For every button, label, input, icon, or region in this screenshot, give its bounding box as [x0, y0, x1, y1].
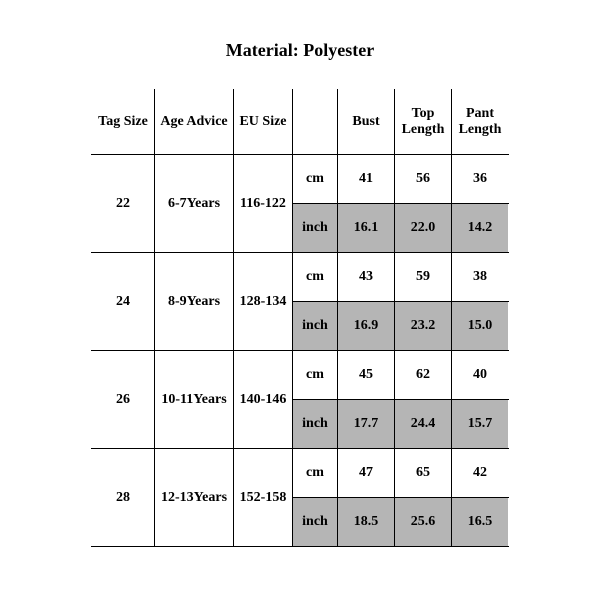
- cell-age: 10-11Years: [155, 351, 234, 449]
- cell-pant-cm: 38: [452, 253, 509, 302]
- cell-pant-inch: 15.7: [452, 400, 509, 449]
- cell-top-cm: 59: [395, 253, 452, 302]
- cell-top-inch: 25.6: [395, 498, 452, 547]
- cell-unit-inch: inch: [293, 204, 338, 253]
- cell-top-cm: 62: [395, 351, 452, 400]
- table-row: 28 12-13Years 152-158 cm 47 65 42: [92, 449, 509, 498]
- cell-age: 6-7Years: [155, 155, 234, 253]
- page-title: Material: Polyester: [0, 40, 600, 61]
- cell-eu: 128-134: [234, 253, 293, 351]
- cell-bust-cm: 47: [338, 449, 395, 498]
- cell-pant-inch: 14.2: [452, 204, 509, 253]
- cell-pant-cm: 40: [452, 351, 509, 400]
- cell-tag: 22: [92, 155, 155, 253]
- cell-unit-inch: inch: [293, 400, 338, 449]
- cell-unit-cm: cm: [293, 351, 338, 400]
- cell-pant-cm: 42: [452, 449, 509, 498]
- col-bust: Bust: [338, 90, 395, 155]
- cell-unit-inch: inch: [293, 498, 338, 547]
- col-age-advice: Age Advice: [155, 90, 234, 155]
- table-header-row: Tag Size Age Advice EU Size Bust Top Len…: [92, 90, 509, 155]
- table-row: 26 10-11Years 140-146 cm 45 62 40: [92, 351, 509, 400]
- cell-bust-inch: 16.9: [338, 302, 395, 351]
- cell-tag: 24: [92, 253, 155, 351]
- col-eu-size: EU Size: [234, 90, 293, 155]
- cell-unit-cm: cm: [293, 253, 338, 302]
- table-row: 24 8-9Years 128-134 cm 43 59 38: [92, 253, 509, 302]
- table-body: 22 6-7Years 116-122 cm 41 56 36 inch 16.…: [92, 155, 509, 547]
- cell-pant-inch: 15.0: [452, 302, 509, 351]
- cell-age: 12-13Years: [155, 449, 234, 547]
- cell-eu: 140-146: [234, 351, 293, 449]
- cell-bust-cm: 43: [338, 253, 395, 302]
- cell-age: 8-9Years: [155, 253, 234, 351]
- cell-unit-cm: cm: [293, 155, 338, 204]
- cell-bust-cm: 41: [338, 155, 395, 204]
- cell-bust-inch: 17.7: [338, 400, 395, 449]
- cell-tag: 26: [92, 351, 155, 449]
- cell-top-inch: 22.0: [395, 204, 452, 253]
- cell-eu: 152-158: [234, 449, 293, 547]
- cell-bust-inch: 16.1: [338, 204, 395, 253]
- size-chart-table: Tag Size Age Advice EU Size Bust Top Len…: [91, 89, 509, 547]
- cell-eu: 116-122: [234, 155, 293, 253]
- col-top-length: Top Length: [395, 90, 452, 155]
- cell-top-cm: 56: [395, 155, 452, 204]
- cell-top-cm: 65: [395, 449, 452, 498]
- cell-unit-inch: inch: [293, 302, 338, 351]
- cell-pant-inch: 16.5: [452, 498, 509, 547]
- cell-bust-cm: 45: [338, 351, 395, 400]
- cell-unit-cm: cm: [293, 449, 338, 498]
- table-row: 22 6-7Years 116-122 cm 41 56 36: [92, 155, 509, 204]
- cell-top-inch: 24.4: [395, 400, 452, 449]
- cell-tag: 28: [92, 449, 155, 547]
- cell-top-inch: 23.2: [395, 302, 452, 351]
- cell-bust-inch: 18.5: [338, 498, 395, 547]
- col-tag-size: Tag Size: [92, 90, 155, 155]
- col-unit: [293, 90, 338, 155]
- cell-pant-cm: 36: [452, 155, 509, 204]
- col-pant-length: Pant Length: [452, 90, 509, 155]
